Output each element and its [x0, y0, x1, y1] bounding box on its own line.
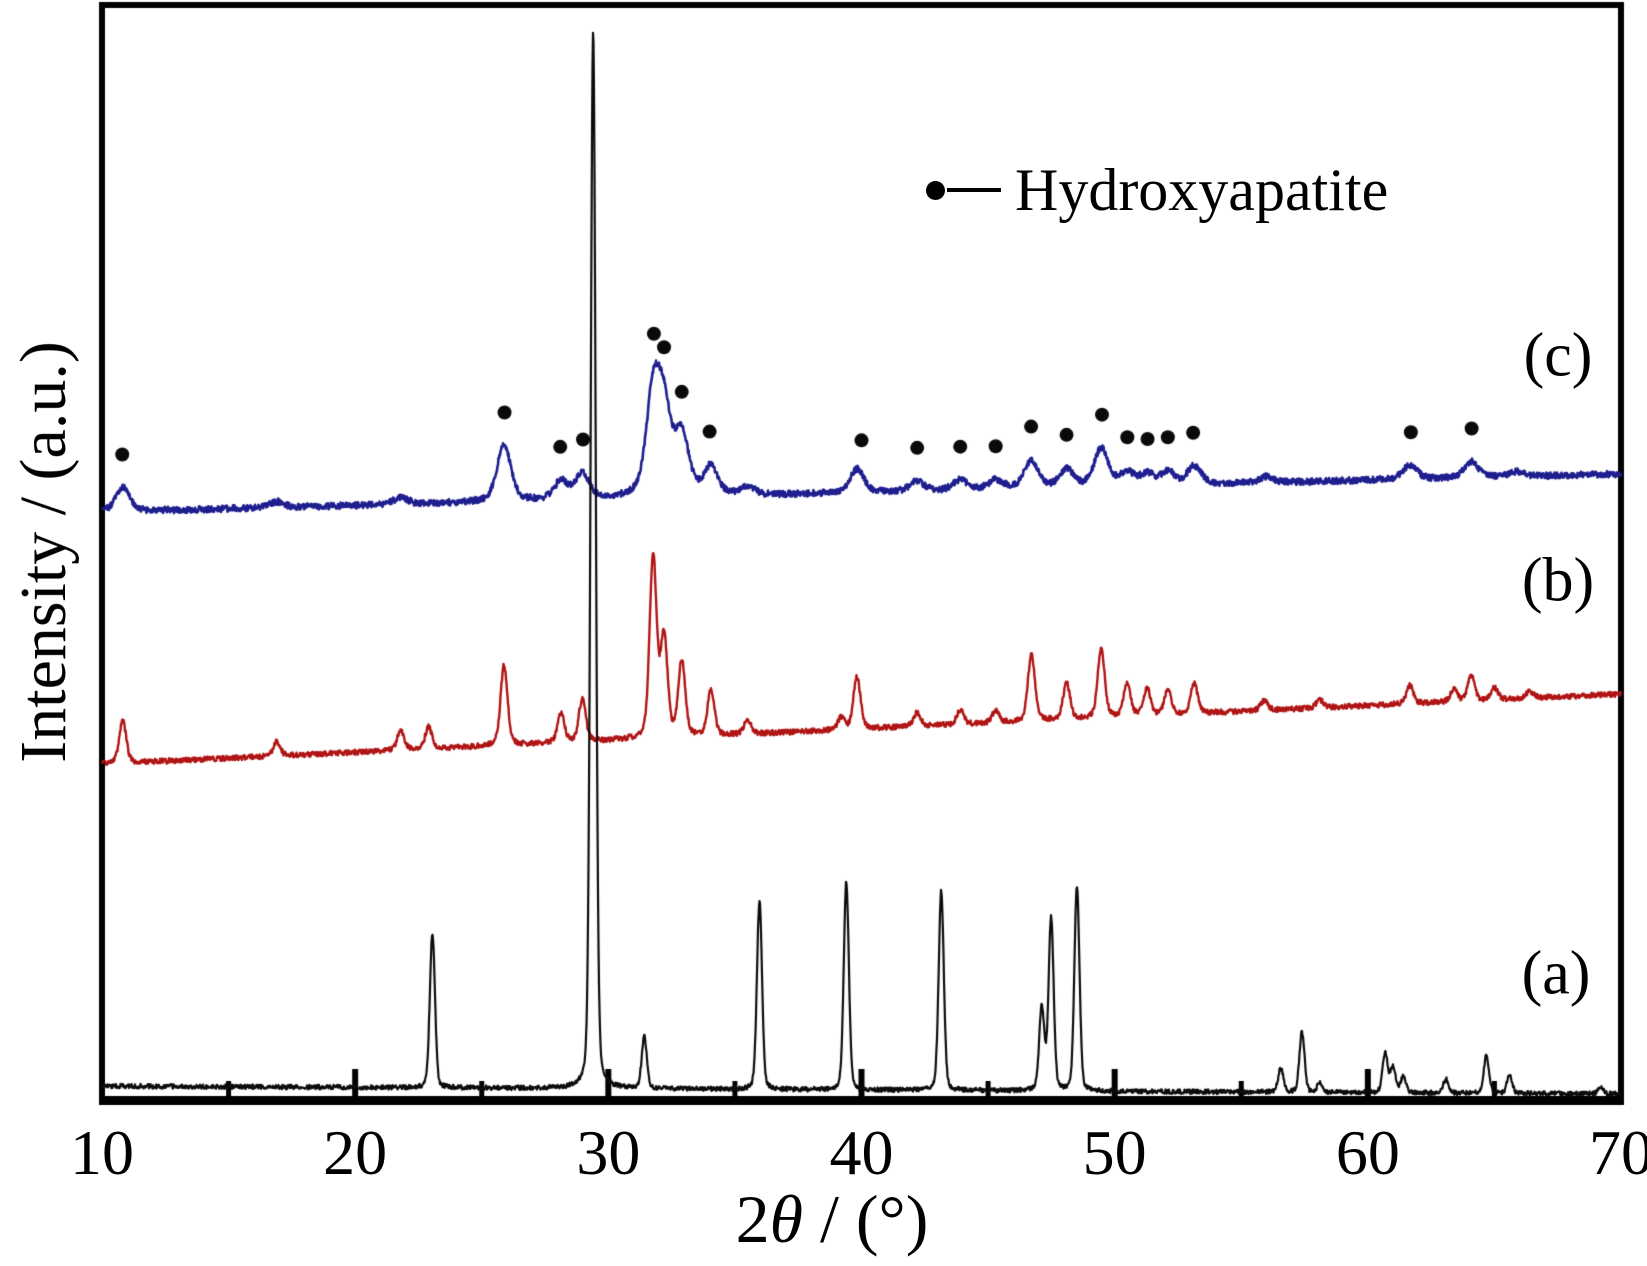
x-tick-label-20: 20	[323, 1117, 388, 1188]
legend-filled-circle-icon	[926, 180, 945, 200]
theta-symbol: θ	[769, 1181, 804, 1257]
x-tick-label-30: 30	[576, 1117, 641, 1188]
legend-label: Hydroxyapatite	[1015, 156, 1389, 223]
legend-dash	[947, 188, 1001, 192]
series-label-a: (a)	[1521, 939, 1591, 1008]
y-axis-label: Intensity / (a.u.)	[7, 341, 80, 763]
x-axis-label-prefix: 2	[735, 1181, 770, 1257]
x-axis-label-units: / (°)	[803, 1181, 929, 1257]
x-tick-label-40: 40	[829, 1117, 894, 1188]
x-axis-label: 2θ / (°)	[736, 1180, 929, 1259]
series-label-b: (b)	[1521, 546, 1595, 615]
legend: Hydroxyapatite	[926, 152, 1388, 228]
x-tick-label-70: 70	[1589, 1117, 1647, 1188]
x-tick-label-10: 10	[70, 1117, 134, 1188]
series-label-c: (c)	[1523, 321, 1593, 390]
x-tick-label-50: 50	[1082, 1117, 1147, 1188]
x-tick-label-60: 60	[1335, 1117, 1400, 1188]
